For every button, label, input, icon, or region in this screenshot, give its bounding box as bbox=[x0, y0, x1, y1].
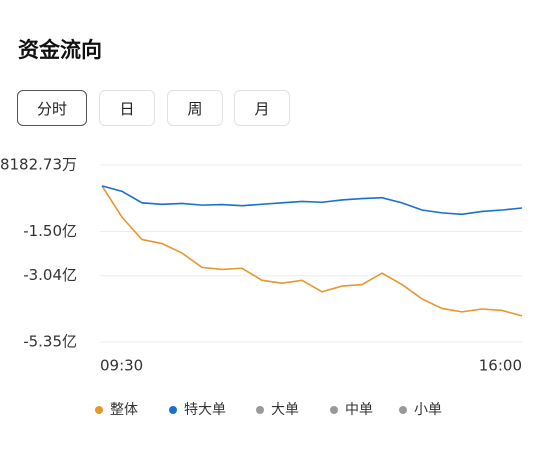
legend-item[interactable]: 特大单 bbox=[169, 402, 226, 418]
y-tick-label: -1.50亿 bbox=[23, 222, 77, 240]
x-tick-label: 16:00 bbox=[479, 357, 522, 375]
series-line bbox=[101, 185, 523, 317]
legend-label: 整体 bbox=[110, 402, 138, 418]
y-tick-label: -5.35亿 bbox=[23, 333, 77, 351]
legend-item[interactable]: 整体 bbox=[95, 402, 138, 418]
legend-label: 大单 bbox=[271, 402, 299, 418]
legend-dot bbox=[95, 406, 103, 414]
legend-item[interactable]: 大单 bbox=[256, 402, 299, 418]
legend-dot bbox=[330, 406, 338, 414]
tab[interactable]: 分时 bbox=[17, 90, 87, 126]
legend-dot bbox=[399, 406, 407, 414]
legend-label: 小单 bbox=[414, 402, 442, 418]
tab[interactable]: 周 bbox=[167, 90, 223, 126]
y-tick-label: -3.04亿 bbox=[23, 266, 77, 284]
legend-dot bbox=[169, 406, 177, 414]
legend-label: 特大单 bbox=[184, 402, 226, 418]
x-tick-label: 09:30 bbox=[100, 357, 143, 375]
y-tick-label: 8182.73万 bbox=[0, 156, 77, 174]
legend-item[interactable]: 中单 bbox=[330, 402, 373, 418]
page-title: 资金流向 bbox=[18, 38, 102, 62]
tab[interactable]: 日 bbox=[99, 90, 155, 126]
tab[interactable]: 月 bbox=[234, 90, 290, 126]
series-line bbox=[101, 185, 523, 216]
legend-item[interactable]: 小单 bbox=[399, 402, 442, 418]
legend-dot bbox=[256, 406, 264, 414]
legend-label: 中单 bbox=[345, 402, 373, 418]
